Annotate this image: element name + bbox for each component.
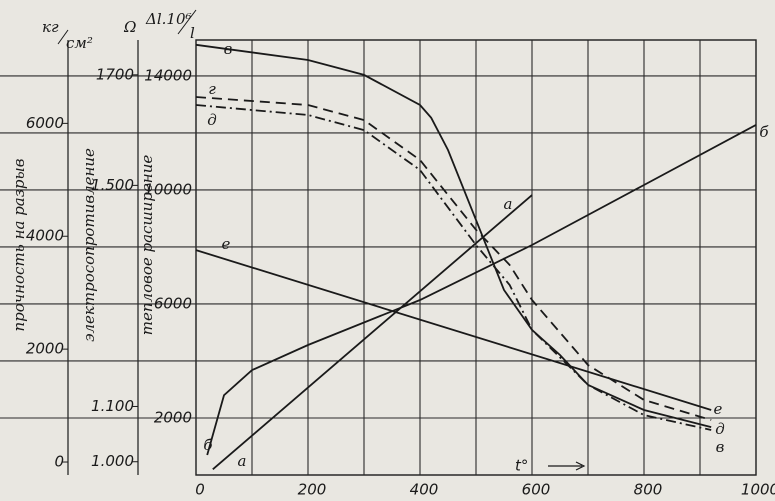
series-label: а bbox=[238, 452, 247, 470]
series-label: д bbox=[207, 111, 217, 129]
y-tick-label: 14000 bbox=[144, 66, 192, 84]
x-tick-label: 400 bbox=[410, 481, 439, 499]
x-tick-label: 0 bbox=[195, 481, 205, 499]
y2-tick-label: 6000 bbox=[26, 114, 64, 132]
y-axis-title: тепловое расширение bbox=[138, 155, 156, 336]
series-label: г bbox=[208, 80, 216, 98]
y-unit: Δl.10⁶ bbox=[145, 10, 192, 28]
y3-tick-label: 1.500 bbox=[91, 176, 134, 194]
series-label: е bbox=[714, 400, 723, 418]
unit-slash bbox=[57, 29, 69, 45]
series-label: е bbox=[222, 235, 231, 253]
y2-axis-title: прочность на разрыв bbox=[10, 158, 28, 331]
series-label: в bbox=[716, 438, 725, 456]
y2-tick-label: 2000 bbox=[26, 340, 64, 358]
series-line bbox=[195, 104, 712, 431]
series-line bbox=[195, 249, 712, 411]
series-line bbox=[212, 194, 533, 470]
series-label: б bbox=[759, 123, 769, 141]
x-arrow-head bbox=[575, 461, 586, 471]
y2-tick-label: 0 bbox=[54, 453, 64, 471]
series-line bbox=[206, 124, 757, 456]
y-unit-den: l bbox=[190, 24, 195, 42]
y-tick-label: 10000 bbox=[144, 180, 192, 198]
series-label: б bbox=[203, 436, 213, 454]
x-tick-label: 800 bbox=[634, 481, 663, 499]
unit-slash bbox=[177, 9, 197, 35]
y-tick-label: 2000 bbox=[154, 408, 192, 426]
x-tick-label: 600 bbox=[522, 481, 551, 499]
series-label: д bbox=[715, 420, 725, 438]
y3-axis-title: электросопротивление bbox=[80, 148, 98, 342]
x-axis-label: t° bbox=[515, 457, 528, 475]
series-line bbox=[195, 96, 712, 421]
series-label: в bbox=[224, 40, 233, 58]
y3-tick-label: 1700 bbox=[96, 65, 134, 83]
y3-tick-label: 1.000 bbox=[91, 452, 134, 470]
y2-unit-den: см² bbox=[66, 34, 93, 52]
y2-unit: кг bbox=[42, 18, 59, 36]
y3-tick-label: 1.100 bbox=[91, 397, 134, 415]
y-tick-label: 6000 bbox=[154, 294, 192, 312]
y2-tick-label: 4000 bbox=[26, 227, 64, 245]
series-line bbox=[195, 43, 712, 428]
x-tick-label: 1000 bbox=[741, 481, 775, 499]
y3-unit: Ω bbox=[123, 18, 136, 36]
x-tick-label: 200 bbox=[298, 481, 327, 499]
series-label: а bbox=[504, 195, 513, 213]
